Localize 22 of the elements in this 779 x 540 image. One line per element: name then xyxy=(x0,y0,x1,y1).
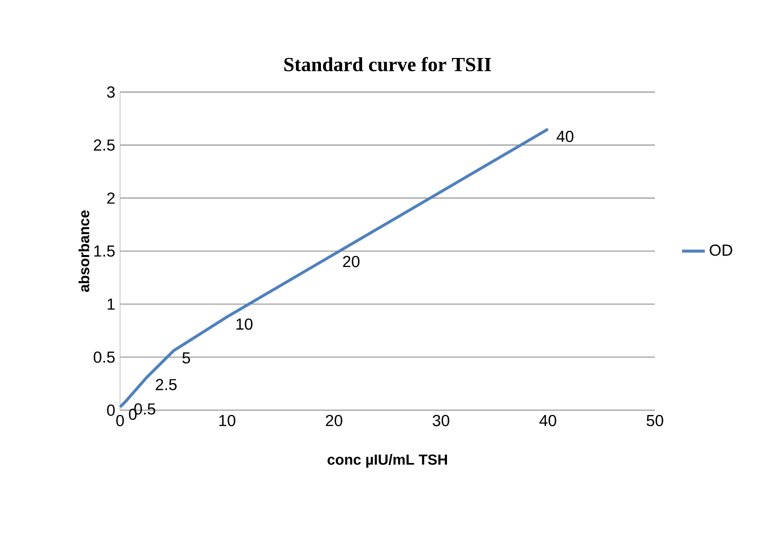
x-tick-label: 20 xyxy=(326,414,342,426)
y-tick-label: 0 xyxy=(107,404,115,416)
annotation: 40 xyxy=(556,130,574,142)
y-tick-label: 0.5 xyxy=(94,351,115,363)
x-tick-label: 30 xyxy=(432,414,450,426)
y-tick-label: 1.5 xyxy=(94,245,115,257)
annotation: 5 xyxy=(182,352,190,364)
legend-label: OD xyxy=(710,244,732,256)
annotation: 20 xyxy=(343,256,360,268)
y-tick-label: 2 xyxy=(107,192,115,204)
y-tick-label: 3 xyxy=(107,86,115,98)
annotation: 10 xyxy=(236,318,252,330)
x-tick-label: 10 xyxy=(219,414,236,426)
annotation: 2.5 xyxy=(156,378,177,390)
x-tick-label: 50 xyxy=(646,414,664,426)
x-tick-label: 0 xyxy=(116,414,124,426)
y-tick-label: 2.5 xyxy=(94,139,115,151)
y-tick-label: 1 xyxy=(108,298,115,310)
y-axis-title: absorbance xyxy=(78,210,90,292)
chart-title: Standard curve for TSII xyxy=(284,56,492,72)
x-axis-title: conc µIU/mL TSH xyxy=(328,454,447,468)
x-tick-label: 40 xyxy=(539,414,556,426)
